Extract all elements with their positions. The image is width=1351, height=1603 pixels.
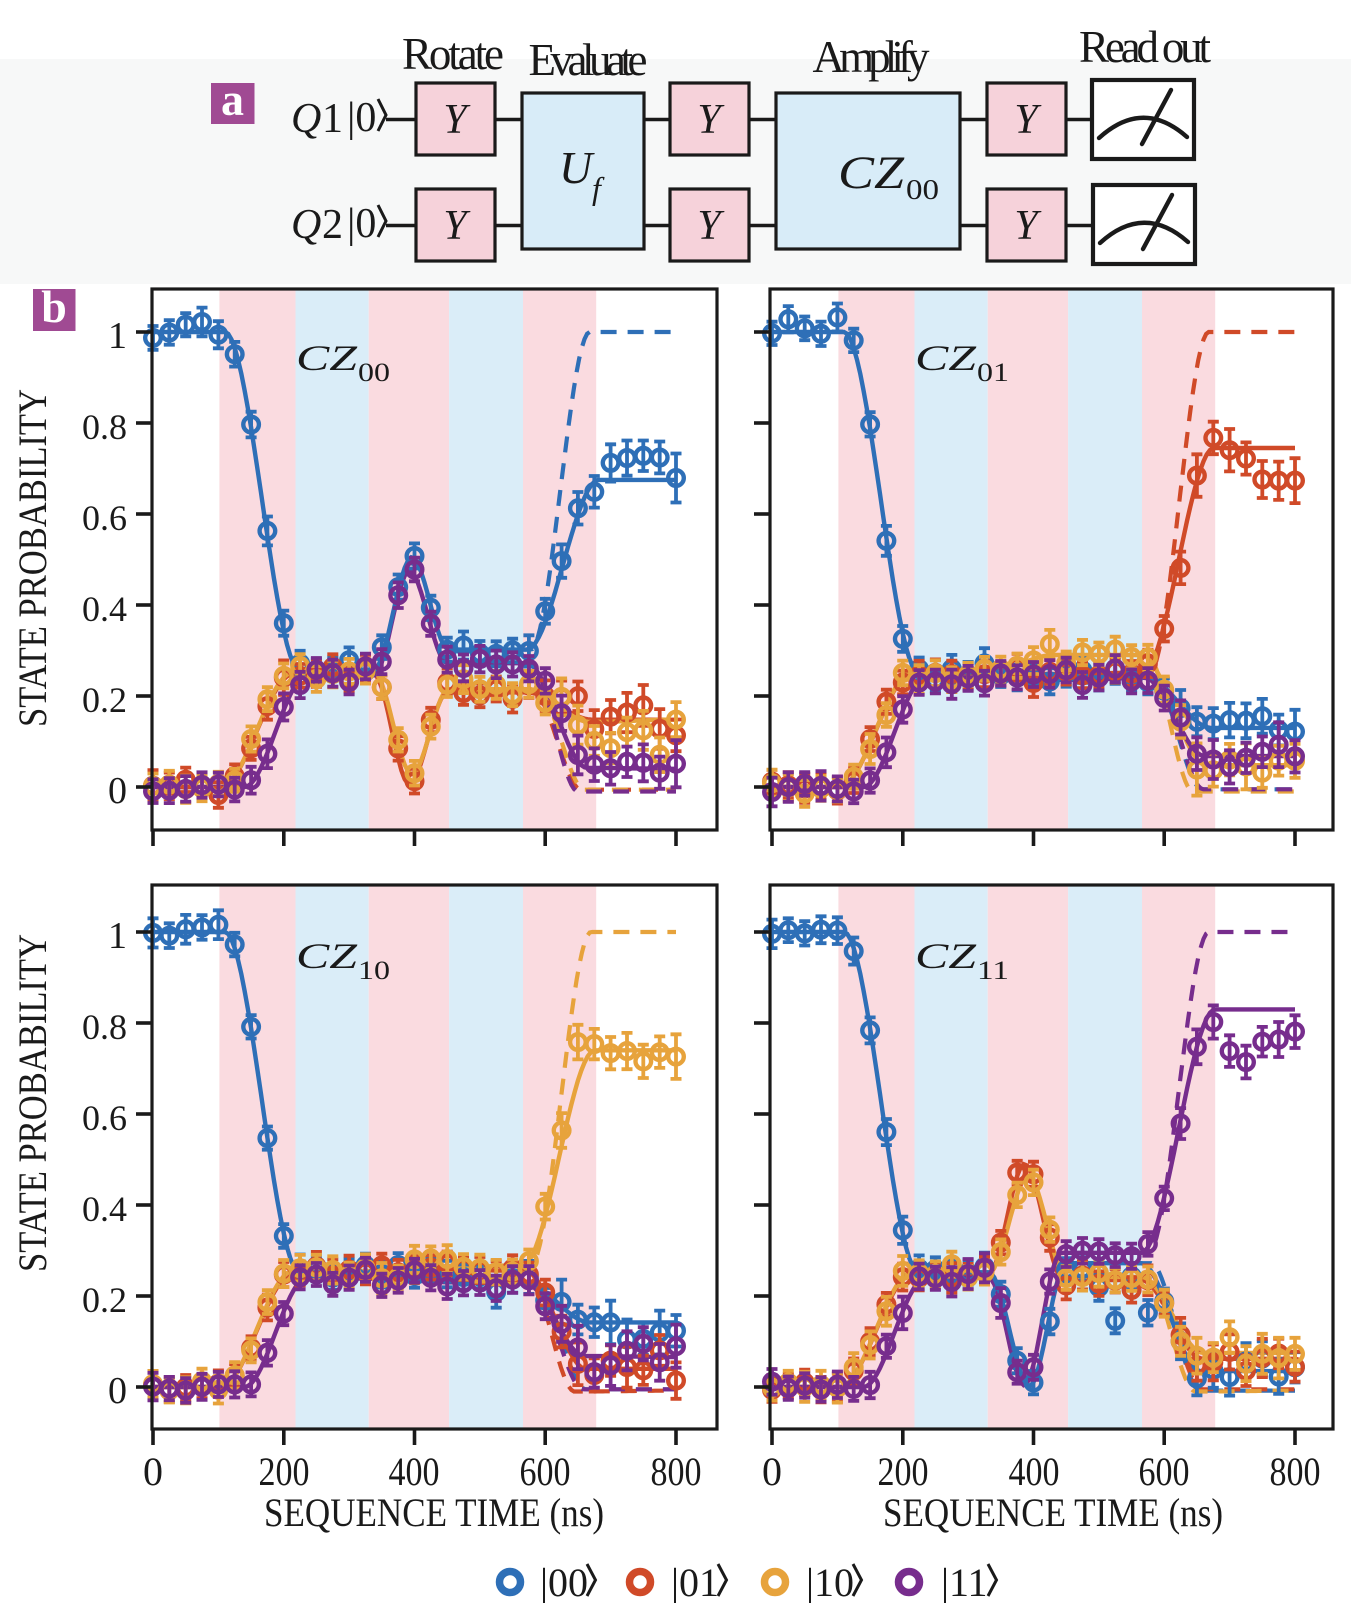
svg-text:00: 00	[358, 358, 390, 387]
svg-text:SEQUENCE TIME (ns): SEQUENCE TIME (ns)	[883, 1490, 1223, 1535]
svg-text:SEQUENCE TIME (ns): SEQUENCE TIME (ns)	[264, 1490, 604, 1535]
svg-text:CZ: CZ	[296, 936, 358, 976]
svg-text:U: U	[559, 142, 595, 193]
svg-text:Amplify: Amplify	[813, 32, 931, 82]
svg-text:|00: |00	[540, 1560, 588, 1603]
svg-text:0.6: 0.6	[82, 1098, 127, 1138]
svg-text:00: 00	[906, 175, 939, 206]
svg-text:1: 1	[108, 915, 127, 957]
svg-text:a: a	[221, 74, 244, 125]
svg-text:0: 0	[762, 1449, 782, 1494]
svg-text:800: 800	[651, 1449, 702, 1494]
svg-text:CZ: CZ	[915, 338, 977, 378]
svg-text:CZ: CZ	[838, 147, 905, 199]
svg-text:01: 01	[977, 358, 1009, 387]
svg-text:Y: Y	[1014, 97, 1042, 143]
svg-text:0: 0	[108, 770, 127, 812]
svg-text:0.6: 0.6	[82, 498, 127, 538]
svg-text:0.2: 0.2	[82, 1280, 127, 1320]
svg-text:11: 11	[977, 956, 1009, 985]
svg-text:Y: Y	[443, 203, 471, 249]
svg-text:Y: Y	[697, 97, 725, 143]
svg-text:1: 1	[322, 96, 343, 142]
svg-text:b: b	[41, 281, 67, 332]
svg-text:0.2: 0.2	[82, 680, 127, 720]
svg-text:STATE PROBABILITY: STATE PROBABILITY	[10, 389, 55, 727]
svg-text:0.8: 0.8	[82, 1007, 127, 1047]
svg-text:CZ: CZ	[296, 338, 358, 378]
svg-text:800: 800	[1270, 1449, 1321, 1494]
svg-text:10: 10	[358, 956, 390, 985]
svg-text:1: 1	[108, 315, 127, 357]
svg-text:0.4: 0.4	[82, 1189, 127, 1229]
svg-text:400: 400	[389, 1449, 440, 1494]
svg-text:Q: Q	[291, 202, 321, 248]
svg-text:|10: |10	[806, 1560, 854, 1603]
svg-text:|0: |0	[347, 201, 376, 247]
svg-text:200: 200	[259, 1449, 310, 1494]
svg-text:Rotate: Rotate	[402, 29, 504, 79]
svg-text:0: 0	[108, 1370, 127, 1412]
svg-text:Y: Y	[697, 203, 725, 249]
svg-text:|0: |0	[347, 95, 376, 141]
svg-text:Y: Y	[1014, 203, 1042, 249]
svg-text:|11: |11	[941, 1560, 988, 1603]
svg-text:Q: Q	[291, 96, 321, 142]
svg-text:|01: |01	[671, 1560, 719, 1603]
svg-text:200: 200	[878, 1449, 929, 1494]
svg-text:Evaluate: Evaluate	[529, 35, 648, 85]
svg-text:0.8: 0.8	[82, 407, 127, 447]
svg-text:Y: Y	[443, 97, 471, 143]
svg-text:400: 400	[1009, 1449, 1060, 1494]
svg-text:600: 600	[520, 1449, 571, 1494]
svg-text:600: 600	[1139, 1449, 1190, 1494]
svg-text:0: 0	[143, 1449, 163, 1494]
svg-text:0.4: 0.4	[82, 589, 127, 629]
svg-text:CZ: CZ	[915, 936, 977, 976]
svg-text:STATE PROBABILITY: STATE PROBABILITY	[10, 934, 55, 1272]
svg-text:Read out: Read out	[1079, 22, 1211, 72]
svg-text:2: 2	[322, 202, 343, 248]
